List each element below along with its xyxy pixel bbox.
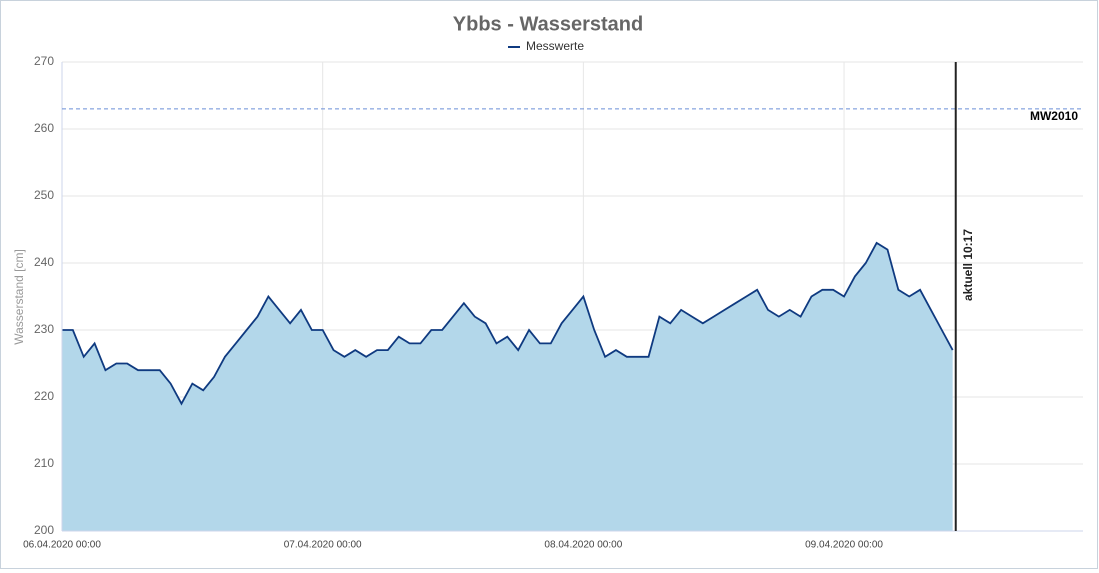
- area: [62, 242, 953, 531]
- chart-title: Ybbs - Wasserstand: [453, 13, 643, 35]
- current-label: aktuell 10:17: [961, 229, 975, 301]
- y-tick-label: 230: [34, 322, 54, 336]
- y-tick-label: 250: [34, 188, 54, 202]
- reference-label: MW2010: [1030, 109, 1078, 123]
- y-tick-label: 220: [34, 389, 54, 403]
- y-tick-label: 200: [34, 523, 54, 537]
- y-tick-label: 270: [34, 54, 54, 68]
- y-tick-label: 260: [34, 121, 54, 135]
- line: [62, 241, 954, 406]
- x-tick-label: 06.04.2020 00:00: [23, 540, 101, 551]
- y-tick-label: 210: [34, 456, 54, 470]
- y-tick-label: 240: [34, 255, 54, 269]
- y-axis-label: Wasserstand [cm]: [12, 249, 26, 345]
- legend-label: Messwerte: [526, 39, 584, 53]
- x-tick-label: 09.04.2020 00:00: [805, 540, 883, 551]
- x-tick-label: 07.04.2020 00:00: [284, 540, 362, 551]
- x-tick-label: 08.04.2020 00:00: [544, 540, 622, 551]
